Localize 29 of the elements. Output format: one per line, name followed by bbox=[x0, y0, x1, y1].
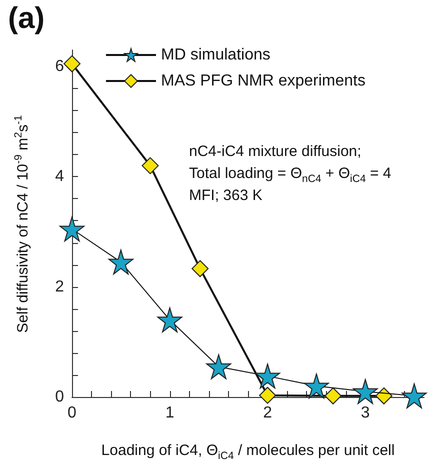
point bbox=[142, 157, 159, 174]
point bbox=[255, 364, 280, 389]
point bbox=[402, 383, 427, 408]
point bbox=[157, 307, 182, 332]
y-tick-label: 2 bbox=[55, 278, 64, 296]
point bbox=[324, 387, 342, 404]
point bbox=[352, 378, 378, 404]
x-tick-label: 3 bbox=[360, 404, 370, 422]
annotation: Total loading = Θ$_{nC4}$ + Θ$_{iC4}$ = 4 bbox=[189, 165, 392, 185]
point bbox=[304, 373, 329, 398]
x-tick-label: 0 bbox=[68, 404, 77, 422]
point bbox=[60, 216, 84, 242]
point bbox=[108, 250, 134, 275]
point bbox=[206, 354, 232, 380]
x-tick-label: 1 bbox=[165, 404, 174, 422]
annotation: MFI; 363 K bbox=[189, 187, 262, 204]
x-axis-title: Loading of iC4, Θ$_{iC4}$ / molecules per unit cell bbox=[101, 442, 395, 462]
y-tick-label: 0 bbox=[55, 388, 64, 406]
point bbox=[64, 55, 80, 72]
y-tick-label: 4 bbox=[55, 168, 64, 186]
point bbox=[259, 386, 276, 404]
point bbox=[192, 260, 209, 278]
legend-label: MD simulations bbox=[161, 46, 270, 64]
y-tick-label: 6 bbox=[55, 58, 64, 76]
x-tick-label: 2 bbox=[263, 404, 272, 422]
legend-label: MAS PFG NMR experiments bbox=[161, 72, 366, 90]
chart-title: (a) bbox=[8, 2, 45, 36]
point bbox=[375, 387, 392, 404]
annotation: nC4-iC4 mixture diffusion; bbox=[189, 143, 362, 160]
